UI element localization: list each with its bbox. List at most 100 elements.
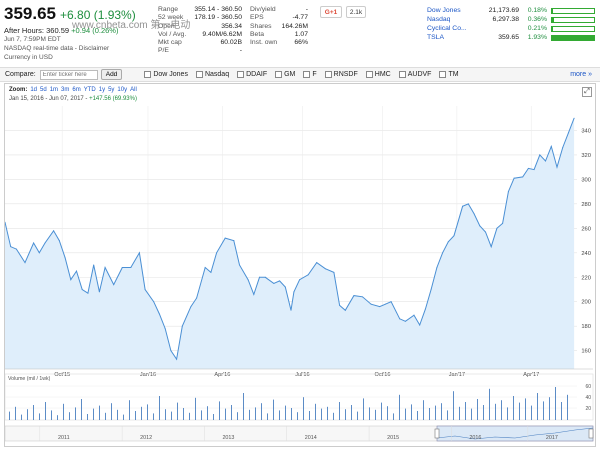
disclaimer[interactable]: NASDAQ real-time data - Disclaimer (4, 45, 110, 52)
compare-checkbox[interactable]: RNSDF (324, 71, 358, 78)
volume-bar (327, 406, 328, 420)
compare-checkbox[interactable]: AUDVF (398, 71, 431, 78)
price-point (436, 266, 438, 268)
zoom-5d-button[interactable]: 5d (40, 87, 47, 93)
x-tick-label: Oct'16 (375, 372, 391, 378)
checkbox-box[interactable] (398, 71, 406, 78)
compare-checkbox[interactable]: Dow Jones (144, 71, 188, 78)
price-point (284, 286, 286, 288)
checkbox-box[interactable] (365, 71, 373, 78)
related-row[interactable]: Cyclical Co... 0.21% (427, 24, 597, 33)
y-tick-label: 280 (581, 202, 591, 208)
compare-checkbox[interactable]: HMC (365, 71, 391, 78)
zoom-all-button[interactable]: All (130, 87, 137, 93)
volume-bar (537, 393, 538, 420)
related-bar-fill (552, 17, 555, 22)
related-name[interactable]: Dow Jones (427, 7, 461, 14)
volume-bar (447, 410, 448, 420)
related-price: 21,173.69 (488, 7, 519, 14)
related-row[interactable]: TSLA 359.65 1.93% (427, 33, 597, 42)
compare-label: Compare: (5, 71, 36, 78)
add-button[interactable]: Add (100, 69, 123, 80)
after-hours-label: After Hours: (4, 26, 45, 35)
volume-bar (561, 402, 562, 420)
checkbox-box[interactable] (303, 71, 311, 78)
related-row[interactable]: Dow Jones 21,173.69 0.18% (427, 6, 597, 15)
volume-bar (357, 411, 358, 420)
compare-checkbox[interactable]: Nasdaq (195, 71, 229, 78)
navigator-line (436, 427, 594, 440)
volume-bar (543, 401, 544, 420)
volume-bar (411, 404, 412, 420)
zoom-6m-button[interactable]: 6m (72, 87, 81, 93)
zoom-5y-button[interactable]: 5y (108, 87, 115, 93)
checkbox-box[interactable] (275, 71, 283, 78)
checkbox-box[interactable] (324, 71, 332, 78)
checkbox-box[interactable] (439, 71, 447, 78)
price-chart[interactable]: 160 180 200 220 240 260 280 300 320 340 Oct'15 Jan'… (5, 84, 595, 446)
compare-checkbox[interactable]: TM (439, 71, 459, 78)
more-link[interactable]: more » (570, 71, 592, 78)
stat-row: P/E - (158, 47, 242, 55)
volume-bar (69, 412, 70, 420)
related-name[interactable]: Nasdaq (427, 16, 451, 23)
timeline-year-label: 2013 (222, 435, 234, 441)
ticker-input[interactable] (39, 69, 98, 80)
stat-value: - (305, 6, 308, 13)
zoom-ytd-button[interactable]: YTD (83, 87, 96, 93)
volume-bar (423, 400, 424, 420)
gplus-count: 2.1k (346, 6, 366, 18)
y-tick-label: 180 (581, 324, 591, 330)
related-pct: 0.36% (527, 16, 547, 23)
volume-bar (75, 407, 76, 420)
price-point (153, 301, 155, 303)
after-hours-change: +0.94 (0.26%) (71, 26, 119, 35)
volume-bar (315, 403, 316, 420)
checkbox-box[interactable] (237, 71, 245, 78)
price-point (253, 293, 255, 295)
price-point (562, 147, 564, 149)
x-tick-label: Apr'16 (214, 372, 230, 378)
zoom-1d-button[interactable]: 1d (30, 87, 38, 93)
checkbox-box[interactable] (144, 71, 152, 78)
volume-bar (111, 403, 112, 420)
stat-value: 9.40M/6.62M (202, 30, 242, 38)
stat-key: Mkt cap (158, 39, 182, 47)
volume-bar (387, 406, 388, 420)
zoom-3m-button[interactable]: 3m (61, 87, 70, 93)
price-point (453, 235, 455, 237)
compare-item-label: Dow Jones (153, 71, 188, 78)
price-point (370, 303, 372, 305)
y-tick-label: 300 (581, 177, 591, 183)
price-point (567, 132, 569, 134)
related-row[interactable]: Nasdaq 6,297.38 0.36% (427, 15, 597, 24)
y-tick-label: 220 (581, 275, 591, 281)
navigator-selection (436, 425, 594, 442)
volume-bar (243, 393, 244, 420)
volume-bar (531, 405, 532, 420)
volume-bar (549, 397, 550, 420)
price-point (113, 284, 115, 286)
related-name[interactable]: Cyclical Co... (427, 25, 467, 32)
expand-icon[interactable]: ⤢ (582, 87, 592, 97)
price-point (58, 240, 60, 242)
price-row: 359.65 +6.80 (1.93%) (4, 4, 156, 24)
range-change: +147.56 (69.93%) (89, 96, 137, 102)
volume-bar (375, 409, 376, 420)
related-bar-fill (552, 35, 594, 40)
volume-bar (57, 415, 58, 420)
checkbox-box[interactable] (195, 71, 203, 78)
zoom-1m-button[interactable]: 1m (49, 87, 59, 93)
zoom-10y-button[interactable]: 10y (117, 87, 128, 93)
stat-value: 60.02B (220, 39, 242, 47)
related-name[interactable]: TSLA (427, 34, 444, 41)
compare-checkbox[interactable]: F (303, 71, 317, 78)
volume-bar (291, 408, 292, 420)
price-point (353, 295, 355, 297)
related-index-table: Dow Jones 21,173.69 0.18% Nasdaq 6,297.38 0.3… (427, 6, 597, 42)
zoom-1y-button[interactable]: 1y (98, 87, 106, 93)
compare-checkbox[interactable]: DDAIF (237, 71, 267, 78)
gplus-button[interactable]: G+1 (320, 6, 342, 18)
y-tick-label: 160 (581, 349, 591, 355)
compare-checkbox[interactable]: GM (275, 71, 295, 78)
